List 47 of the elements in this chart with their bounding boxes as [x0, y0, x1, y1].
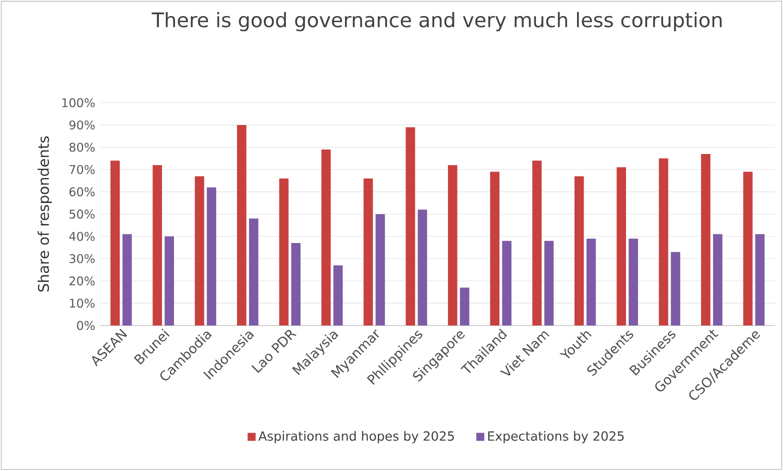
y-tick-label: 70%	[70, 165, 95, 174]
bar	[502, 240, 512, 326]
y-tick-label: 20%	[70, 276, 95, 286]
y-tick-label: 30%	[70, 254, 95, 264]
bar	[670, 252, 680, 326]
bar	[616, 167, 626, 326]
bar	[574, 176, 584, 326]
y-tick-label: 90%	[69, 120, 95, 130]
bar	[164, 236, 174, 326]
bar	[418, 210, 428, 326]
y-axis-title: Share of respondents	[38, 136, 52, 292]
bar	[321, 150, 331, 326]
bar	[658, 158, 668, 326]
bar	[333, 265, 343, 326]
legend-label: Expectations by 2025	[488, 431, 624, 444]
y-tick-label: 50%	[70, 210, 95, 219]
bar	[490, 172, 500, 326]
bar	[194, 176, 204, 326]
bar	[586, 238, 596, 326]
chart-title: There is good governance and very much less corruption	[152, 12, 722, 32]
y-tick-label: 0%	[77, 320, 95, 330]
bar	[406, 127, 416, 326]
bar	[152, 165, 162, 326]
y-tick-label: 40%	[69, 232, 95, 241]
bar	[206, 187, 216, 326]
bar	[755, 234, 765, 326]
bar	[122, 234, 132, 326]
bar	[701, 154, 710, 326]
bar	[110, 160, 120, 326]
bar	[237, 125, 246, 326]
bar	[376, 214, 385, 326]
legend-label: Aspirations and hopes by 2025	[258, 431, 454, 444]
bar	[713, 234, 722, 326]
y-tick-label: 80%	[69, 142, 95, 152]
bar	[532, 160, 542, 326]
bar	[249, 218, 258, 326]
bar	[291, 243, 301, 326]
bar	[279, 178, 289, 326]
y-tick-label: 60%	[69, 187, 95, 196]
y-tick-label: 100%	[62, 98, 95, 108]
bar	[628, 238, 638, 326]
bar	[743, 172, 753, 326]
bar	[364, 178, 373, 326]
bar	[460, 288, 470, 326]
bar	[544, 240, 554, 326]
bar	[448, 165, 458, 326]
y-tick-label: 10%	[70, 298, 95, 308]
